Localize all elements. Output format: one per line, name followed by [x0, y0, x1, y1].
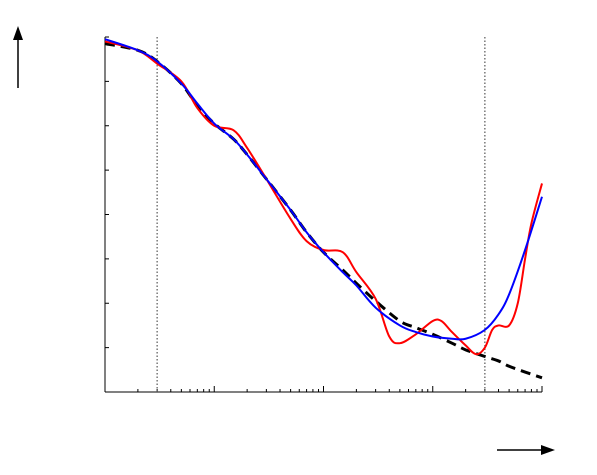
- x-arrow-head-icon: [541, 445, 555, 455]
- series-line-2: [104, 38, 543, 341]
- series-line-3: [104, 42, 543, 380]
- axes: [104, 36, 543, 393]
- y-arrow-head-icon: [13, 26, 23, 40]
- reference-lines: [156, 37, 486, 392]
- series-line-1: [104, 40, 543, 356]
- axis-arrows: [13, 26, 555, 455]
- series-layer: [104, 38, 543, 380]
